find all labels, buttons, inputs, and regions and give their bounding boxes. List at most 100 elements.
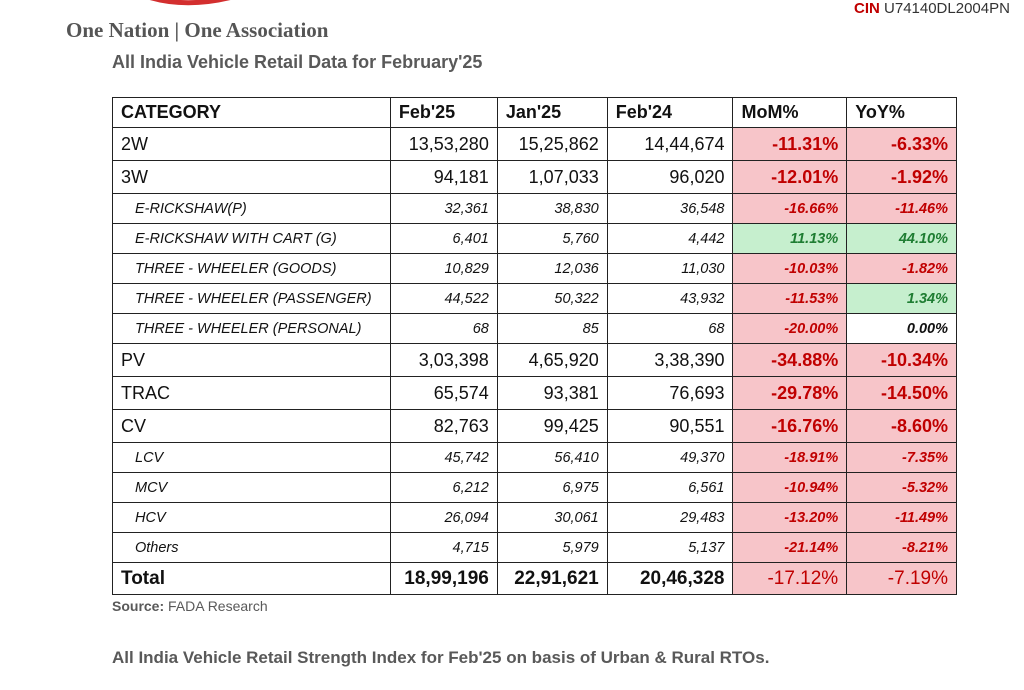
category-cell: CV <box>112 409 391 443</box>
category-cell: MCV <box>112 472 391 503</box>
jan25-cell: 50,322 <box>496 283 608 314</box>
mom-cell: -17.12% <box>732 562 848 595</box>
table-row: Others 4,715 5,979 5,137 -21.14% -8.21% <box>112 532 957 563</box>
source-label: Source: <box>112 598 165 614</box>
col-header-feb25: Feb'25 <box>389 97 498 128</box>
yoy-cell: 0.00% <box>846 313 957 344</box>
mom-cell: -11.53% <box>732 283 848 314</box>
table-row: HCV 26,094 30,061 29,483 -13.20% -11.49% <box>112 502 957 533</box>
feb25-cell: 18,99,196 <box>389 562 498 595</box>
feb24-cell: 6,561 <box>606 472 734 503</box>
table-row: THREE - WHEELER (GOODS) 10,829 12,036 11,03… <box>112 253 957 284</box>
feb25-cell: 10,829 <box>389 253 498 284</box>
source-value: FADA Research <box>168 598 268 614</box>
jan25-cell: 99,425 <box>496 409 608 443</box>
table-row: 2W 13,53,280 15,25,862 14,44,674 -11.31% -6.3… <box>112 127 957 161</box>
yoy-cell: -11.49% <box>846 502 957 533</box>
feb25-cell: 4,715 <box>389 532 498 563</box>
yoy-cell: -11.46% <box>846 193 957 224</box>
yoy-cell: -14.50% <box>846 376 957 410</box>
jan25-cell: 4,65,920 <box>496 343 608 377</box>
table-row: TRAC 65,574 93,381 76,693 -29.78% -14.50% <box>112 376 957 410</box>
table-row: MCV 6,212 6,975 6,561 -10.94% -5.32% <box>112 472 957 503</box>
jan25-cell: 5,760 <box>496 223 608 254</box>
jan25-cell: 85 <box>496 313 608 344</box>
table-row: LCV 45,742 56,410 49,370 -18.91% -7.35% <box>112 442 957 473</box>
mom-cell: -34.88% <box>732 343 848 377</box>
yoy-cell: 1.34% <box>846 283 957 314</box>
category-cell: E-RICKSHAW WITH CART (G) <box>112 223 391 254</box>
yoy-cell: -10.34% <box>846 343 957 377</box>
jan25-cell: 1,07,033 <box>496 160 608 194</box>
jan25-cell: 15,25,862 <box>496 127 608 161</box>
feb25-cell: 13,53,280 <box>389 127 498 161</box>
feb25-cell: 94,181 <box>389 160 498 194</box>
feb24-cell: 3,38,390 <box>606 343 734 377</box>
yoy-cell: -6.33% <box>846 127 957 161</box>
mom-cell: -21.14% <box>732 532 848 563</box>
section-subtitle: All India Vehicle Retail Strength Index … <box>112 648 770 667</box>
col-header-mom: MoM% <box>732 97 848 128</box>
category-cell: HCV <box>112 502 391 533</box>
category-cell: Others <box>112 532 391 563</box>
table-row: THREE - WHEELER (PASSENGER) 44,522 50,322 4… <box>112 283 957 314</box>
feb25-cell: 6,401 <box>389 223 498 254</box>
table-row: E-RICKSHAW(P) 32,361 38,830 36,548 -16.66% -1… <box>112 193 957 224</box>
jan25-cell: 12,036 <box>496 253 608 284</box>
table-row: THREE - WHEELER (PERSONAL) 68 85 68 -20.00% 0… <box>112 313 957 344</box>
mom-cell: -16.66% <box>732 193 848 224</box>
col-header-yoy: YoY% <box>846 97 957 128</box>
jan25-cell: 6,975 <box>496 472 608 503</box>
col-header-feb24: Feb'24 <box>606 97 734 128</box>
feb24-cell: 68 <box>606 313 734 344</box>
category-cell: LCV <box>112 442 391 473</box>
table-row: PV 3,03,398 4,65,920 3,38,390 -34.88% -10.34% <box>112 343 957 377</box>
fada-logo-swoosh <box>149 0 231 6</box>
table-row: Total 18,99,196 22,91,621 20,46,328 -17.12% -… <box>112 562 957 595</box>
table-row: CV 82,763 99,425 90,551 -16.76% -8.60% <box>112 409 957 443</box>
feb25-cell: 6,212 <box>389 472 498 503</box>
col-header-jan25: Jan'25 <box>496 97 608 128</box>
category-cell: E-RICKSHAW(P) <box>112 193 391 224</box>
jan25-cell: 30,061 <box>496 502 608 533</box>
yoy-cell: -7.35% <box>846 442 957 473</box>
category-cell: THREE - WHEELER (PERSONAL) <box>112 313 391 344</box>
feb25-cell: 44,522 <box>389 283 498 314</box>
feb24-cell: 4,442 <box>606 223 734 254</box>
cin-number: CIN U74140DL2004PN <box>854 0 1010 17</box>
col-header-category: CATEGORY <box>112 97 391 128</box>
feb24-cell: 36,548 <box>606 193 734 224</box>
feb25-cell: 45,742 <box>389 442 498 473</box>
yoy-cell: 44.10% <box>846 223 957 254</box>
feb24-cell: 49,370 <box>606 442 734 473</box>
category-cell: Total <box>112 562 391 595</box>
jan25-cell: 56,410 <box>496 442 608 473</box>
jan25-cell: 38,830 <box>496 193 608 224</box>
mom-cell: -20.00% <box>732 313 848 344</box>
source-note: Source: FADA Research <box>112 598 268 614</box>
mom-cell: -10.94% <box>732 472 848 503</box>
category-cell: PV <box>112 343 391 377</box>
feb25-cell: 26,094 <box>389 502 498 533</box>
mom-cell: -11.31% <box>732 127 848 161</box>
category-cell: TRAC <box>112 376 391 410</box>
feb25-cell: 32,361 <box>389 193 498 224</box>
cin-value: U74140DL2004PN <box>884 0 1010 17</box>
mom-cell: -18.91% <box>732 442 848 473</box>
tagline: One Nation | One Association <box>66 18 329 42</box>
feb24-cell: 5,137 <box>606 532 734 563</box>
feb24-cell: 29,483 <box>606 502 734 533</box>
feb24-cell: 11,030 <box>606 253 734 284</box>
yoy-cell: -1.82% <box>846 253 957 284</box>
table-row: E-RICKSHAW WITH CART (G) 6,401 5,760 4,442 1… <box>112 223 957 254</box>
mom-cell: -10.03% <box>732 253 848 284</box>
mom-cell: -29.78% <box>732 376 848 410</box>
category-cell: 2W <box>112 127 391 161</box>
category-cell: THREE - WHEELER (GOODS) <box>112 253 391 284</box>
feb25-cell: 65,574 <box>389 376 498 410</box>
cin-label: CIN <box>854 0 880 17</box>
retail-data-table: CATEGORY Feb'25 Jan'25 Feb'24 MoM% YoY% … <box>112 97 957 595</box>
feb24-cell: 76,693 <box>606 376 734 410</box>
yoy-cell: -8.60% <box>846 409 957 443</box>
yoy-cell: -7.19% <box>846 562 957 595</box>
